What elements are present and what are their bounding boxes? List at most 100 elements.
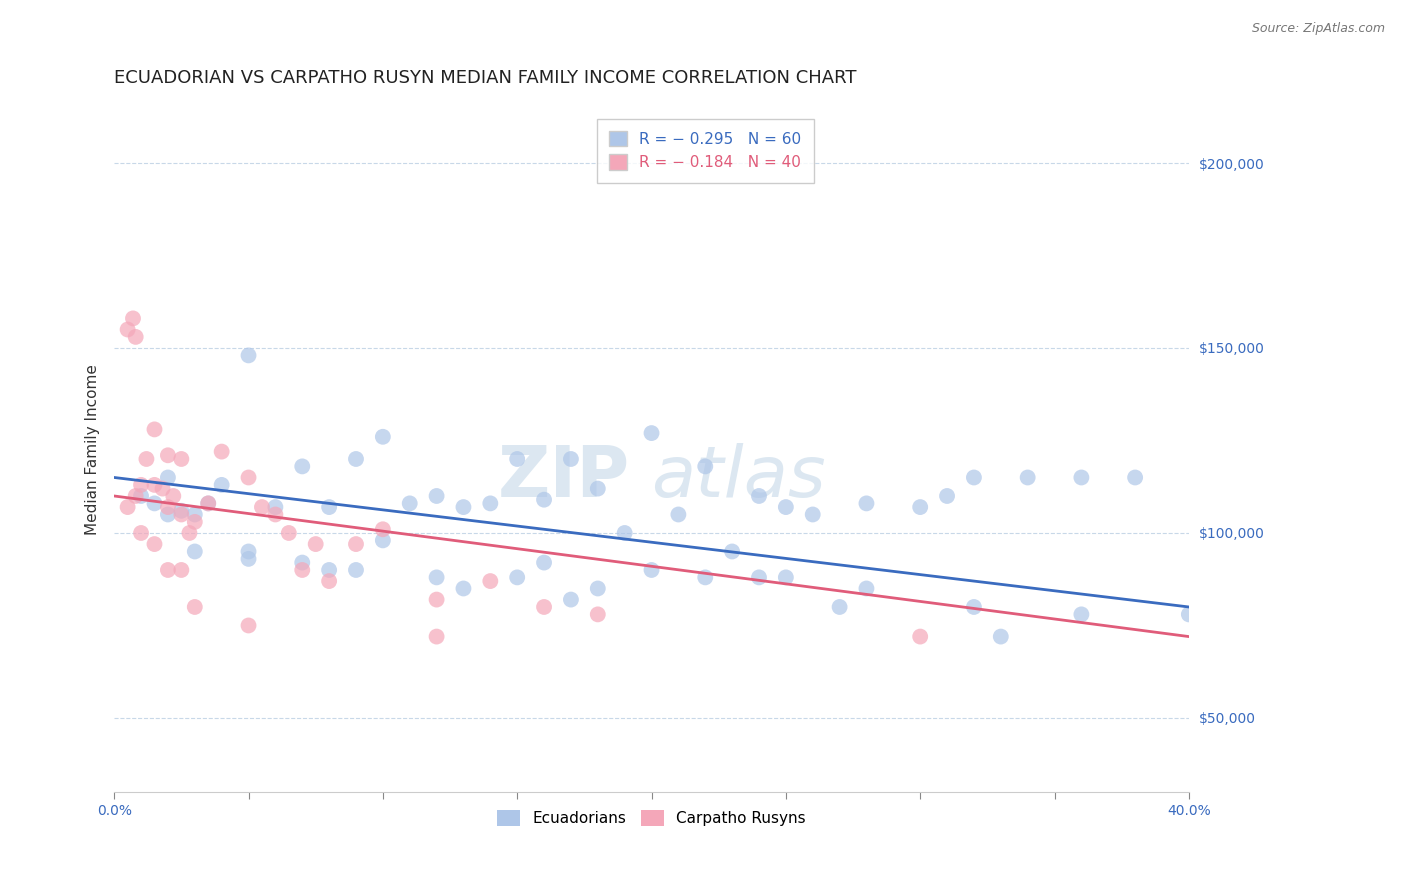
Point <box>371 533 394 548</box>
Point <box>560 452 582 467</box>
Point <box>533 556 555 570</box>
Point <box>426 630 449 644</box>
Point <box>318 500 340 514</box>
Point <box>184 515 207 529</box>
Point <box>125 330 148 344</box>
Point <box>426 592 449 607</box>
Point <box>291 563 314 577</box>
Point <box>398 496 420 510</box>
Point <box>197 496 219 510</box>
Point <box>506 570 529 584</box>
Point <box>122 311 145 326</box>
Point <box>479 496 502 510</box>
Point <box>990 630 1012 644</box>
Point <box>117 322 139 336</box>
Point <box>479 574 502 588</box>
Point <box>426 570 449 584</box>
Point <box>170 504 193 518</box>
Point <box>156 563 179 577</box>
Y-axis label: Median Family Income: Median Family Income <box>86 364 100 535</box>
Point <box>855 496 877 510</box>
Point <box>143 496 166 510</box>
Point <box>211 478 233 492</box>
Point <box>453 582 475 596</box>
Point <box>291 459 314 474</box>
Point <box>117 500 139 514</box>
Point <box>184 599 207 614</box>
Point <box>184 544 207 558</box>
Point <box>506 452 529 467</box>
Point <box>170 452 193 467</box>
Point <box>129 526 152 541</box>
Point <box>855 582 877 596</box>
Point <box>156 500 179 514</box>
Point <box>453 500 475 514</box>
Point <box>170 563 193 577</box>
Point <box>748 570 770 584</box>
Point <box>533 492 555 507</box>
Point <box>1070 470 1092 484</box>
Legend: Ecuadorians, Carpatho Rusyns: Ecuadorians, Carpatho Rusyns <box>491 804 813 832</box>
Text: ECUADORIAN VS CARPATHO RUSYN MEDIAN FAMILY INCOME CORRELATION CHART: ECUADORIAN VS CARPATHO RUSYN MEDIAN FAMI… <box>114 69 856 87</box>
Point <box>170 508 193 522</box>
Point <box>197 496 219 510</box>
Point <box>318 574 340 588</box>
Point <box>586 607 609 622</box>
Point <box>264 500 287 514</box>
Point <box>1123 470 1146 484</box>
Point <box>560 592 582 607</box>
Point <box>640 563 662 577</box>
Point <box>936 489 959 503</box>
Point <box>305 537 328 551</box>
Point <box>238 618 260 632</box>
Point <box>129 489 152 503</box>
Point <box>748 489 770 503</box>
Point <box>908 500 931 514</box>
Point <box>828 599 851 614</box>
Point <box>586 482 609 496</box>
Point <box>238 552 260 566</box>
Point <box>143 422 166 436</box>
Point <box>666 508 689 522</box>
Point <box>184 508 207 522</box>
Point <box>238 348 260 362</box>
Point <box>426 489 449 503</box>
Point <box>801 508 824 522</box>
Point <box>613 526 636 541</box>
Point <box>156 470 179 484</box>
Point <box>1178 607 1201 622</box>
Point <box>1017 470 1039 484</box>
Point <box>152 482 174 496</box>
Point <box>125 489 148 503</box>
Point <box>721 544 744 558</box>
Point <box>156 448 179 462</box>
Point <box>775 570 797 584</box>
Point <box>264 508 287 522</box>
Point <box>963 599 986 614</box>
Point <box>318 563 340 577</box>
Point <box>129 478 152 492</box>
Text: ZIP: ZIP <box>498 442 630 512</box>
Point <box>344 537 367 551</box>
Point <box>143 478 166 492</box>
Point <box>371 522 394 536</box>
Point <box>344 563 367 577</box>
Point <box>695 570 717 584</box>
Point <box>238 544 260 558</box>
Point <box>775 500 797 514</box>
Point <box>156 508 179 522</box>
Point <box>250 500 273 514</box>
Point <box>963 470 986 484</box>
Point <box>277 526 299 541</box>
Point <box>135 452 157 467</box>
Point <box>291 556 314 570</box>
Point <box>344 452 367 467</box>
Point <box>533 599 555 614</box>
Point <box>640 426 662 441</box>
Text: atlas: atlas <box>651 442 827 512</box>
Point <box>238 470 260 484</box>
Point <box>1070 607 1092 622</box>
Point <box>586 582 609 596</box>
Text: Source: ZipAtlas.com: Source: ZipAtlas.com <box>1251 22 1385 36</box>
Point <box>211 444 233 458</box>
